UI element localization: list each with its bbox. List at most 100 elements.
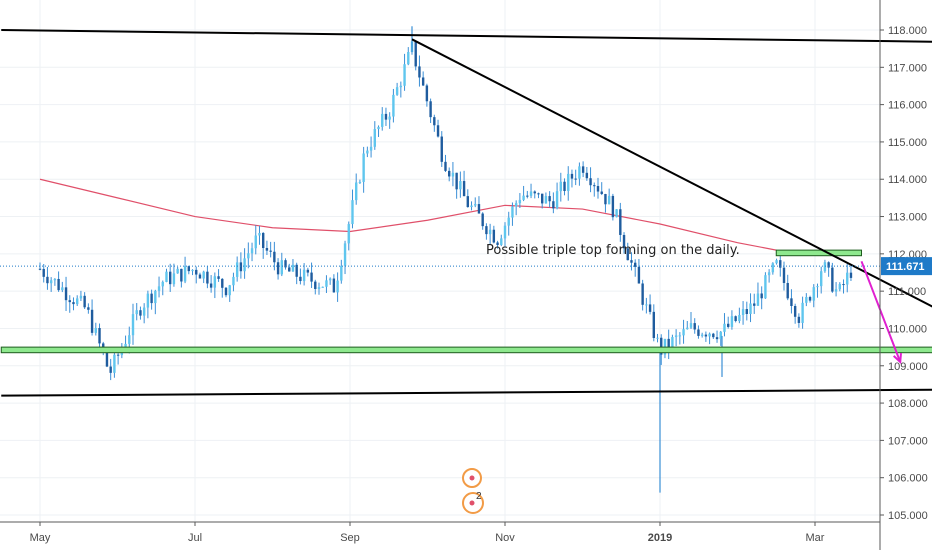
support-zone[interactable] bbox=[0, 346, 932, 354]
candle-body bbox=[656, 337, 659, 339]
candle-body bbox=[113, 354, 116, 373]
candle-body bbox=[395, 87, 399, 95]
y-tick-label: 116.000 bbox=[888, 100, 927, 112]
upper-channel-trendline[interactable] bbox=[1, 29, 932, 45]
candle-body bbox=[529, 191, 533, 196]
candle-body bbox=[552, 201, 555, 209]
candle-body bbox=[790, 298, 793, 306]
candle-body bbox=[209, 283, 213, 288]
candle-body bbox=[213, 276, 217, 288]
candle-body bbox=[49, 280, 53, 284]
series-layer bbox=[38, 26, 853, 493]
candle-body bbox=[749, 303, 752, 315]
candle-body bbox=[243, 258, 246, 272]
candle-body bbox=[232, 276, 235, 286]
y-tick-label: 114.000 bbox=[888, 174, 927, 186]
candle-body bbox=[351, 200, 354, 225]
candle-body bbox=[46, 276, 49, 284]
candle-body bbox=[135, 310, 138, 315]
candle-body bbox=[258, 232, 261, 236]
candle-body bbox=[418, 66, 421, 78]
candle-body bbox=[373, 129, 376, 147]
candle-body bbox=[797, 316, 801, 323]
x-tick-label: Jul bbox=[188, 532, 202, 544]
candle-body bbox=[630, 260, 633, 263]
candle-body bbox=[660, 337, 663, 355]
candle-body bbox=[514, 203, 518, 207]
candle-body bbox=[109, 366, 112, 373]
candle-body bbox=[563, 181, 566, 192]
candle-body bbox=[98, 328, 101, 344]
chart-annotation[interactable]: Possible triple top forming on the daily… bbox=[486, 243, 740, 258]
candle-body bbox=[801, 302, 804, 323]
candle-body bbox=[254, 235, 257, 249]
candle-body bbox=[262, 232, 265, 248]
event-count-badge: 2 bbox=[476, 491, 482, 502]
candle-body bbox=[332, 278, 336, 293]
candle-body bbox=[206, 271, 209, 284]
candle-body bbox=[820, 271, 823, 287]
candle-body bbox=[187, 266, 190, 272]
candle-body bbox=[38, 268, 42, 270]
candle-body bbox=[648, 304, 652, 312]
x-tick-label: May bbox=[30, 532, 51, 544]
candle-body bbox=[730, 316, 734, 327]
candle-body bbox=[142, 307, 146, 316]
candle-body bbox=[626, 248, 629, 261]
candle-body bbox=[533, 191, 536, 194]
candle-body bbox=[734, 316, 737, 322]
candle-body bbox=[689, 323, 693, 328]
candle-body bbox=[150, 293, 153, 304]
projection-arrow-shaft[interactable] bbox=[860, 260, 902, 363]
candle-body bbox=[831, 267, 834, 292]
candle-body bbox=[581, 166, 585, 173]
resistance-zone[interactable] bbox=[775, 249, 862, 257]
candle-body bbox=[526, 195, 529, 197]
projection-arrow-head[interactable] bbox=[893, 352, 902, 365]
candle-body bbox=[195, 269, 198, 275]
candle-body bbox=[771, 263, 775, 273]
candle-body bbox=[399, 85, 403, 88]
candle-body bbox=[481, 213, 484, 227]
candle-body bbox=[328, 278, 332, 281]
event-markers[interactable]: 2 bbox=[462, 468, 484, 514]
candle-body bbox=[42, 268, 45, 277]
candle-body bbox=[235, 262, 239, 277]
candle-body bbox=[154, 290, 157, 304]
candle-body bbox=[782, 267, 786, 283]
candle-body bbox=[641, 283, 644, 305]
candle-body bbox=[87, 307, 90, 310]
candle-body bbox=[53, 278, 57, 281]
descending-resistance-trendline[interactable] bbox=[411, 38, 932, 337]
candle-body bbox=[347, 224, 350, 244]
candle-body bbox=[459, 181, 462, 190]
candle-body bbox=[604, 193, 607, 205]
candle-body bbox=[79, 295, 83, 299]
candle-body bbox=[578, 166, 581, 179]
candle-body bbox=[652, 311, 655, 338]
y-tick-label: 110.000 bbox=[888, 323, 927, 335]
candle-body bbox=[574, 178, 577, 180]
candle-body bbox=[488, 229, 492, 235]
candle-body bbox=[466, 196, 469, 208]
candle-body bbox=[634, 262, 637, 267]
candle-body bbox=[678, 335, 682, 337]
candle-body bbox=[727, 323, 730, 327]
candle-body bbox=[306, 269, 310, 273]
candle-body bbox=[816, 286, 819, 288]
candle-body bbox=[805, 297, 808, 303]
candle-body bbox=[671, 337, 674, 349]
candle-body bbox=[384, 113, 388, 120]
drawing-layer[interactable] bbox=[0, 29, 932, 397]
candle-body bbox=[753, 303, 756, 306]
y-tick-label: 111.000 bbox=[888, 286, 926, 298]
candle-body bbox=[228, 285, 231, 296]
lower-channel-trendline[interactable] bbox=[1, 388, 932, 397]
x-tick-label: Mar bbox=[806, 532, 825, 544]
candle-body bbox=[436, 125, 440, 137]
y-tick-label: 118.000 bbox=[888, 25, 927, 37]
candle-body bbox=[299, 276, 302, 282]
candle-body bbox=[369, 146, 373, 151]
candle-body bbox=[128, 335, 131, 344]
